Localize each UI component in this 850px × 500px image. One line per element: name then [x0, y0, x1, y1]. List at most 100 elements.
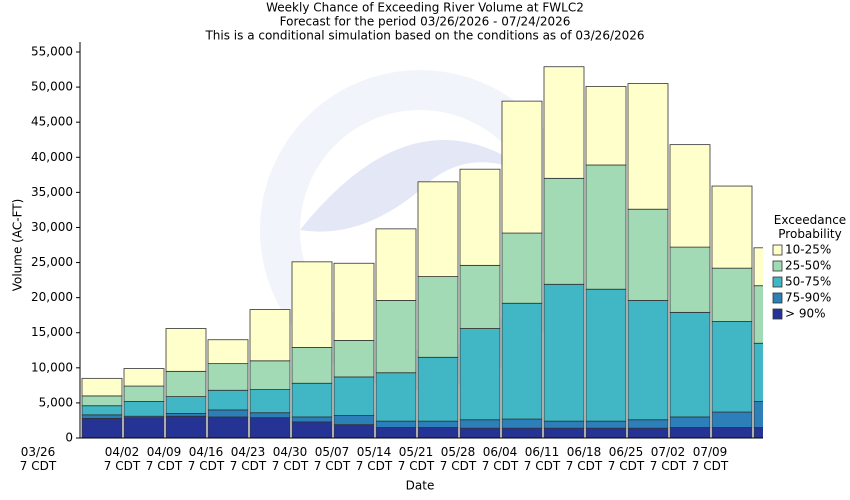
y-tick-label: 20,000 [31, 290, 73, 304]
bar-segment [753, 342, 763, 402]
legend-swatch [772, 308, 783, 320]
x-tick-label: 04/23 7 CDT [230, 445, 267, 473]
chart-note: This is a conditional simulation based o… [204, 29, 644, 43]
bar-segment [123, 368, 165, 387]
bar-segment [501, 427, 543, 439]
bar-segment [207, 416, 249, 439]
bar-segment [543, 66, 585, 179]
bar-segment [543, 427, 585, 439]
bar-segment [669, 246, 711, 313]
x-tick-label: 05/28 7 CDT [440, 445, 477, 473]
y-tick-label: 50,000 [31, 80, 73, 94]
chart-title: Weekly Chance of Exceeding River Volume … [266, 1, 584, 15]
y-tick-label: 10,000 [31, 360, 73, 374]
legend-title: Exceedance Probability [774, 213, 846, 241]
bar-segment [207, 409, 249, 418]
bar-segment [459, 419, 501, 429]
bar-segment [711, 185, 753, 269]
y-tick-label: 55,000 [31, 45, 73, 59]
bar-segment [753, 247, 763, 287]
bar-segment [543, 283, 585, 422]
bar-segment [165, 328, 207, 372]
bar-segment [207, 389, 249, 411]
bar-segment [375, 427, 417, 439]
x-tick-label: 06/18 7 CDT [566, 445, 603, 473]
bar-segment [249, 412, 291, 419]
y-tick-label: 45,000 [31, 115, 73, 129]
bar-segment [459, 328, 501, 421]
x-tick-label: 04/09 7 CDT [146, 445, 183, 473]
y-tick-label: 25,000 [31, 255, 73, 269]
bar-segment [543, 420, 585, 429]
legend-swatch [772, 292, 783, 304]
bar-segment [81, 377, 123, 397]
x-tick-label: 06/25 7 CDT [608, 445, 645, 473]
x-tick-label: 04/16 7 CDT [188, 445, 225, 473]
bar-segment [375, 228, 417, 301]
bar-segment [333, 424, 375, 439]
bar-segment [585, 85, 627, 166]
bar-segment [417, 276, 459, 358]
bar-segment [165, 415, 207, 439]
x-tick-label: 07/09 7 CDT [692, 445, 729, 473]
x-axis-label: Date [406, 479, 435, 493]
bar-segment [81, 405, 123, 416]
bar-segment [249, 389, 291, 414]
bar-segment [291, 382, 333, 418]
legend-label: 10-25% [785, 243, 831, 257]
bar-segment [501, 232, 543, 304]
bar-segment [669, 311, 711, 418]
bar-segment [123, 417, 165, 439]
bar-segment [333, 340, 375, 378]
bar-segment [753, 401, 763, 428]
bar-segment [501, 100, 543, 234]
plot-area [81, 66, 763, 439]
bar-segment [711, 321, 753, 413]
legend-label: 25-50% [785, 259, 831, 273]
x-tick-label: 03/26 7 CDT [20, 445, 57, 473]
bar-segment [669, 416, 711, 428]
bar-segment [417, 420, 459, 428]
legend-swatch [772, 260, 783, 272]
bar-segment [165, 370, 207, 397]
x-tick-label: 04/02 7 CDT [104, 445, 141, 473]
bar-segment [291, 416, 333, 423]
bar-segment [375, 372, 417, 422]
bar-segment [711, 267, 753, 322]
bar-segment [291, 347, 333, 384]
bar-segment [627, 300, 669, 421]
bar-segment [123, 385, 165, 402]
bar-segment [669, 427, 711, 439]
bar-segment [249, 309, 291, 362]
bar-segment [585, 164, 627, 290]
y-tick-label: 5,000 [39, 395, 73, 409]
x-tick-label: 06/11 7 CDT [524, 445, 561, 473]
bar-segment [627, 427, 669, 439]
bar-segment [417, 181, 459, 277]
bar-segment [207, 363, 249, 391]
bar-segment [207, 339, 249, 365]
bar-segment [375, 300, 417, 374]
bar-segment [81, 395, 123, 407]
y-axis-label: Volume (AC-FT) [11, 199, 25, 292]
bar-segment [585, 288, 627, 422]
y-tick-label: 0 [65, 431, 73, 445]
bar-segment [417, 356, 459, 422]
x-tick-label: 05/21 7 CDT [398, 445, 435, 473]
bar-segment [543, 177, 585, 285]
bar-segment [123, 401, 165, 417]
bar-segment [627, 419, 669, 429]
x-tick-label: 06/04 7 CDT [482, 445, 519, 473]
bar-segment [501, 418, 543, 429]
legend-label: 50-75% [785, 275, 831, 289]
y-tick-label: 35,000 [31, 185, 73, 199]
bar-segment [165, 396, 207, 414]
bar-segment [627, 83, 669, 210]
bar-segment [81, 417, 123, 439]
bar-segment [417, 427, 459, 439]
bar-segment [81, 414, 123, 419]
bar-segment [711, 411, 753, 428]
bar-segment [333, 262, 375, 341]
